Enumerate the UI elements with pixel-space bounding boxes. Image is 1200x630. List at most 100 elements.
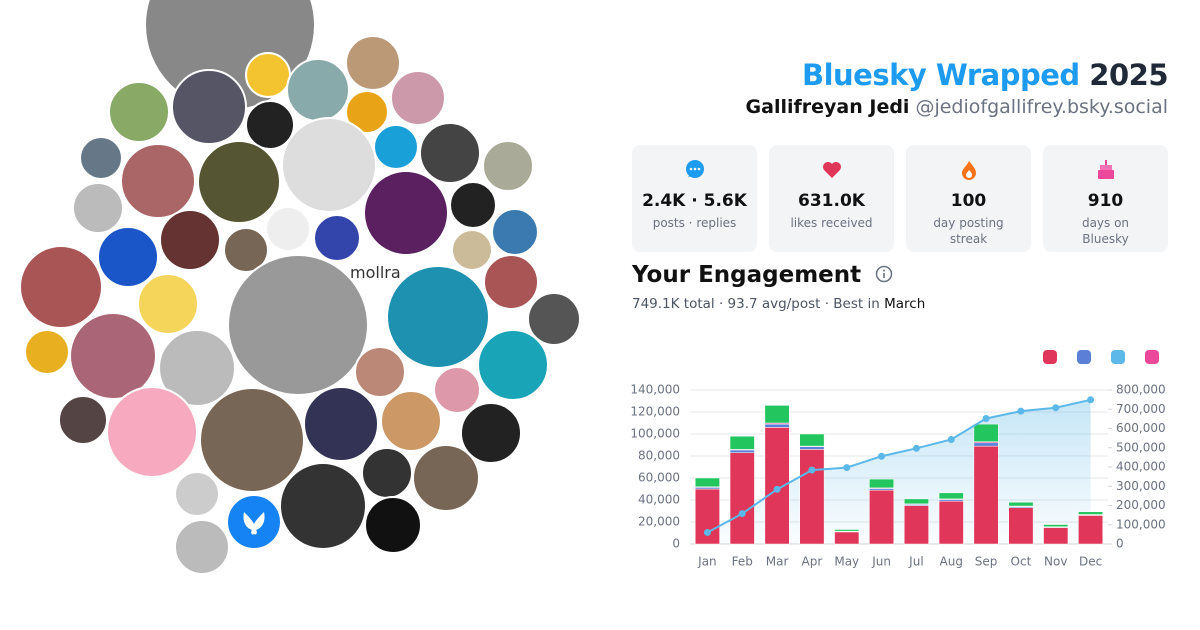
line: [706, 398, 1091, 534]
avatar: [137, 273, 199, 335]
legend-icon[interactable]: [1145, 350, 1159, 364]
avatar: [433, 366, 481, 414]
avatar: [159, 209, 221, 271]
avatar: [482, 140, 534, 192]
bar-segment: [869, 489, 895, 545]
title: Bluesky Wrapped 2025: [746, 58, 1169, 92]
avatar: [527, 292, 581, 346]
stat-label: day posting streak: [933, 216, 1004, 246]
stat-cards: 2.4K · 5.6K posts · replies 631.0K likes…: [632, 145, 1168, 252]
y-tick-label: 120,000: [630, 405, 680, 419]
bar-segment: [1008, 507, 1034, 545]
avatar: [477, 329, 549, 401]
x-tick-label: Dec: [1079, 555, 1102, 569]
bar-segment: [973, 445, 999, 545]
bar-segment: [1008, 501, 1034, 507]
bar-segment: [903, 498, 929, 505]
y-tick-label: 60,000: [638, 471, 680, 485]
x-tick-label: Nov: [1044, 555, 1067, 569]
line-point: [1087, 396, 1095, 404]
line-point: [738, 510, 746, 518]
y2-tick-label: 600,000: [1116, 421, 1166, 435]
info-icon[interactable]: [874, 264, 894, 284]
summary: 749.1K total · 93.7 avg/post · Best in M…: [632, 296, 925, 312]
y-tick-label: 40,000: [638, 493, 680, 507]
avatar: [373, 124, 419, 170]
y-tick-label: 140,000: [630, 383, 680, 397]
summary-text: 749.1K total · 93.7 avg/post · Best in: [632, 296, 880, 312]
x-tick-label: Oct: [1011, 555, 1032, 569]
y2-tick-label: 500,000: [1116, 440, 1166, 454]
bar-segment: [729, 435, 755, 450]
avatar: [451, 229, 493, 271]
avatar: [364, 496, 422, 554]
year: 2025: [1089, 58, 1168, 92]
avatar: [226, 494, 282, 550]
y-tick-label: 80,000: [638, 449, 680, 463]
legend-icon[interactable]: [1043, 350, 1057, 364]
x-tick-label: Sep: [975, 555, 998, 569]
avatar: [223, 227, 269, 273]
bar-segment: [1078, 511, 1104, 515]
avatar: [281, 117, 377, 213]
avatar: [345, 90, 389, 134]
bar-segment: [764, 423, 790, 428]
avatar: [174, 471, 220, 517]
avatar: [449, 181, 497, 229]
line-point: [1052, 404, 1060, 412]
avatar: [79, 136, 123, 180]
avatar: [265, 206, 311, 252]
line-point: [703, 528, 711, 536]
x-tick-label: Feb: [732, 555, 753, 569]
avatar: [483, 254, 539, 310]
x-tick-label: Apr: [802, 555, 823, 569]
avatar: [97, 226, 159, 288]
avatar: [380, 390, 442, 452]
bar-segment: [869, 478, 895, 489]
bar-segment: [1043, 524, 1069, 527]
y2-tick-label: 100,000: [1116, 517, 1166, 531]
line-point: [912, 444, 920, 452]
bar-segment: [973, 442, 999, 447]
legend-icon[interactable]: [1077, 350, 1091, 364]
y2-tick-label: 700,000: [1116, 402, 1166, 416]
bar-segment: [729, 449, 755, 453]
display-name: Gallifreyan Jedi: [745, 96, 910, 118]
avatar: [460, 402, 522, 464]
avatar: [227, 254, 369, 396]
legend-icon[interactable]: [1111, 350, 1125, 364]
avatar: [354, 346, 406, 398]
brand: Bluesky Wrapped: [801, 58, 1080, 92]
bar-segment: [938, 492, 964, 500]
bar-segment: [1043, 527, 1069, 545]
x-tick-label: Jun: [871, 555, 891, 569]
x-tick-label: May: [834, 555, 859, 569]
handle[interactable]: @jediofgallifrey.bsky.social: [915, 96, 1168, 118]
y-tick-label: 0: [672, 537, 680, 551]
bar-segment: [799, 446, 825, 450]
avatar: [303, 386, 379, 462]
stat-card: 910 days on Bluesky: [1043, 145, 1168, 252]
stat-value: 100: [950, 191, 987, 211]
stat-value: 2.4K · 5.6K: [642, 191, 747, 211]
broken-image-alt: mollra: [350, 263, 401, 282]
avatar: [386, 265, 490, 369]
best-month: March: [884, 296, 926, 312]
bar-segment: [799, 449, 825, 545]
stat-card: 2.4K · 5.6K posts · replies: [632, 145, 757, 252]
y2-tick-label: 0: [1116, 537, 1124, 551]
icon: [685, 160, 704, 178]
bar-segment: [1078, 515, 1104, 545]
avatar: [72, 182, 124, 234]
avatar: [491, 208, 539, 256]
stat-card: 100 day posting streak: [906, 145, 1031, 252]
y-tick-label: 100,000: [630, 427, 680, 441]
section-title: Your Engagement: [632, 262, 862, 288]
y2-tick-label: 200,000: [1116, 498, 1166, 512]
avatar: [24, 329, 70, 375]
y2-tick-label: 800,000: [1116, 383, 1166, 397]
y-tick-label: 20,000: [638, 515, 680, 529]
engagement: Your Engagement 749.1K total · 93.7 avg/…: [632, 262, 925, 312]
bar-segment: [973, 423, 999, 442]
